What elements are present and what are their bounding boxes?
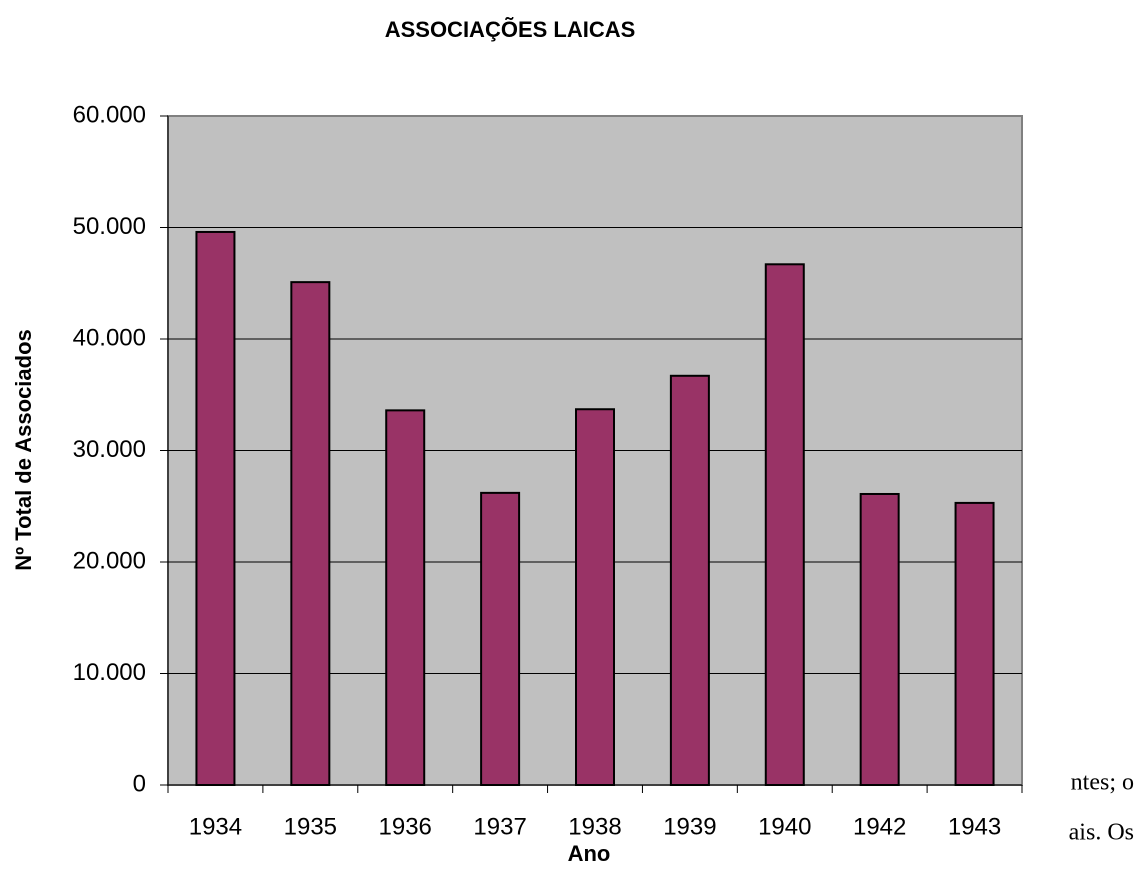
x-tick-label: 1940 <box>758 813 811 840</box>
x-tick-label: 1936 <box>379 813 432 840</box>
text-fragment: ntes; o <box>1071 770 1134 796</box>
bar <box>669 374 710 786</box>
bar <box>385 409 426 786</box>
bar <box>764 263 805 787</box>
y-tick-label: 30.000 <box>73 436 146 463</box>
x-tick-label: 1939 <box>663 813 716 840</box>
bar <box>480 491 521 786</box>
y-tick-label: 20.000 <box>73 547 146 574</box>
y-tick-label: 40.000 <box>73 324 146 351</box>
y-tick-label: 60.000 <box>73 101 146 128</box>
bar <box>954 501 995 786</box>
bar <box>195 230 236 786</box>
text-fragment: ais. Os <box>1069 820 1134 846</box>
y-tick-label: 10.000 <box>73 659 146 686</box>
x-tick-label: 1935 <box>284 813 337 840</box>
bar <box>290 281 331 786</box>
x-tick-label: 1934 <box>189 813 242 840</box>
y-axis-label: Nº Total de Associados <box>11 329 36 571</box>
x-tick-label: 1937 <box>473 813 526 840</box>
x-tick-label: 1938 <box>568 813 621 840</box>
y-tick-label: 0 <box>133 770 146 797</box>
bar <box>575 408 615 786</box>
x-tick-label: 1943 <box>948 813 1001 840</box>
bar <box>859 492 900 786</box>
x-tick-label: 1942 <box>853 813 906 840</box>
x-axis-label: Ano <box>568 841 611 866</box>
chart-title: ASSOCIAÇÕES LAICAS <box>385 17 636 42</box>
y-tick-label: 50.000 <box>73 213 146 240</box>
